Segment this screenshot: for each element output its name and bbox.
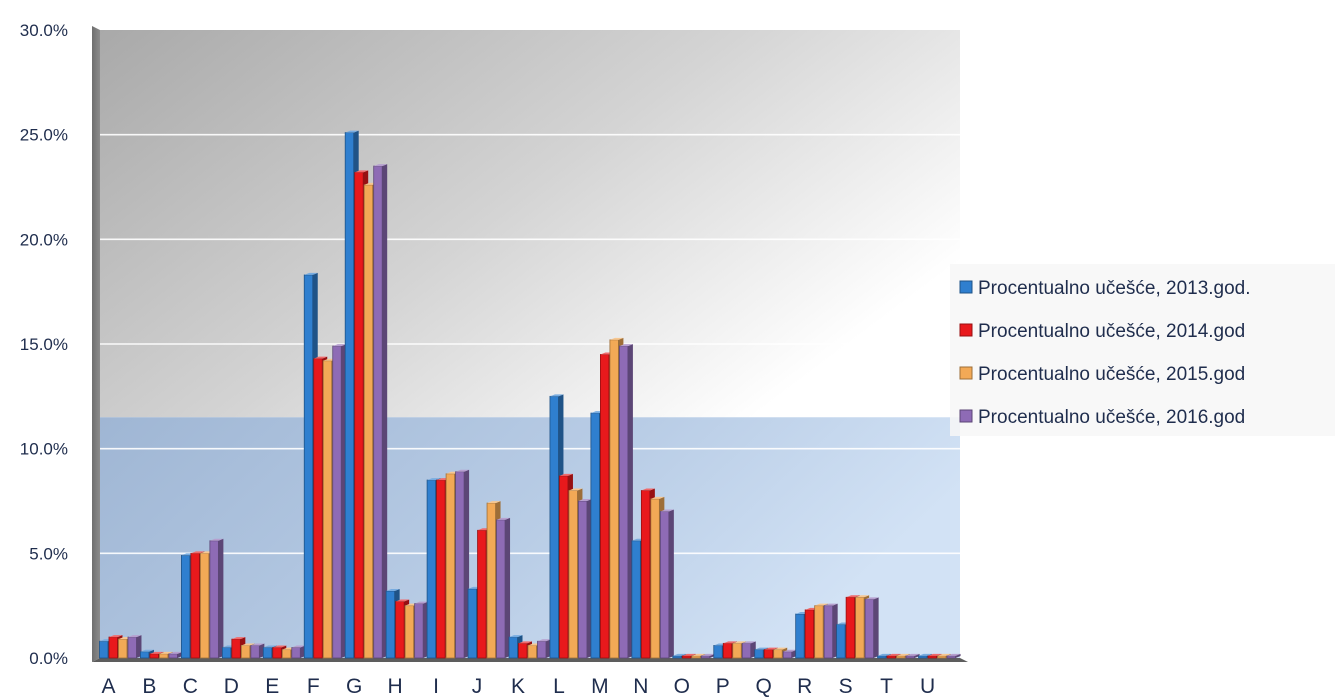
x-tick-label: K bbox=[511, 675, 525, 698]
x-tick-label: N bbox=[633, 675, 648, 698]
x-tick-label: P bbox=[716, 675, 730, 698]
bar-A-series-4 bbox=[127, 635, 142, 659]
bar-L-series-4 bbox=[578, 499, 592, 659]
bar-D-series-4 bbox=[250, 643, 265, 659]
bar-E-series-4 bbox=[291, 645, 306, 659]
bar-J-series-4 bbox=[496, 517, 511, 659]
x-tick-label: G bbox=[346, 675, 362, 698]
x-tick-label: F bbox=[307, 675, 320, 698]
x-tick-label: I bbox=[433, 675, 439, 698]
bar-M-series-4 bbox=[619, 344, 633, 659]
gridlines bbox=[100, 133, 960, 555]
y-tick-label: 30.0% bbox=[20, 21, 68, 40]
bar-N-series-4 bbox=[659, 509, 674, 659]
bar-S-series-4 bbox=[864, 597, 879, 659]
x-tick-label: T bbox=[880, 675, 893, 698]
x-tick-label: C bbox=[183, 675, 198, 698]
bar-R-series-4 bbox=[823, 603, 838, 659]
y-axis-ticks: 0.0% 5.0% 10.0% 15.0% 20.0% 25.0% 30.0% bbox=[20, 21, 68, 668]
legend-swatch bbox=[959, 323, 973, 337]
bar-P-series-4 bbox=[741, 641, 756, 659]
plot-background-upper bbox=[100, 30, 960, 418]
legend-label: Procentualno učešće, 2013.god. bbox=[978, 278, 1251, 299]
bar-F-series-4 bbox=[332, 344, 347, 659]
legend-swatch bbox=[959, 280, 973, 294]
legend-swatch bbox=[959, 409, 973, 423]
bars bbox=[99, 130, 961, 659]
legend-label: Procentualno učešće, 2014.god bbox=[978, 321, 1245, 342]
x-tick-label: H bbox=[388, 675, 403, 698]
x-tick-label: A bbox=[101, 675, 115, 698]
bar-U-series-4 bbox=[946, 653, 961, 659]
x-axis-ticks: A B C D E F G H I J K L M N O P Q R S T U bbox=[101, 675, 935, 698]
plot-background bbox=[92, 26, 968, 662]
bar-I-series-4 bbox=[455, 469, 470, 659]
legend-label: Procentualno učešće, 2015.god bbox=[978, 364, 1245, 385]
y-tick-label: 10.0% bbox=[20, 440, 68, 459]
y-tick-label: 20.0% bbox=[20, 230, 68, 249]
x-tick-label: M bbox=[591, 675, 609, 698]
y-tick-label: 15.0% bbox=[20, 335, 68, 354]
x-tick-label: D bbox=[224, 675, 239, 698]
legend: Procentualno učešće, 2013.god. Procentual… bbox=[950, 264, 1335, 436]
legend-item-1: Procentualno učešće, 2013.god. bbox=[959, 278, 1251, 299]
bar-G-series-4 bbox=[373, 164, 388, 659]
bar-K-series-4 bbox=[537, 639, 551, 659]
legend-label: Procentualno učešće, 2016.god bbox=[978, 407, 1245, 428]
x-tick-label: L bbox=[553, 675, 565, 698]
x-tick-label: E bbox=[265, 675, 279, 698]
bar-H-series-4 bbox=[414, 601, 429, 659]
plot-floor bbox=[92, 658, 968, 662]
bar-Q-series-4 bbox=[782, 649, 797, 659]
x-tick-label: J bbox=[472, 675, 483, 698]
x-tick-label: S bbox=[839, 675, 853, 698]
legend-item-4: Procentualno učešće, 2016.god bbox=[959, 407, 1245, 428]
bar-T-series-4 bbox=[905, 653, 920, 659]
legend-item-2: Procentualno učešće, 2014.god bbox=[959, 321, 1245, 342]
x-tick-label: U bbox=[920, 675, 935, 698]
bar-C-series-4 bbox=[209, 538, 224, 659]
y-tick-label: 5.0% bbox=[29, 544, 68, 563]
x-tick-label: Q bbox=[756, 675, 772, 698]
legend-item-3: Procentualno učešće, 2015.god bbox=[959, 364, 1245, 385]
legend-box bbox=[950, 264, 1335, 436]
legend-swatch bbox=[959, 366, 973, 380]
x-tick-label: R bbox=[797, 675, 812, 698]
x-tick-label: B bbox=[142, 675, 156, 698]
y-tick-label: 25.0% bbox=[20, 126, 68, 145]
plot-side-wall bbox=[92, 26, 100, 662]
y-tick-label: 0.0% bbox=[29, 649, 68, 668]
x-tick-label: O bbox=[674, 675, 690, 698]
